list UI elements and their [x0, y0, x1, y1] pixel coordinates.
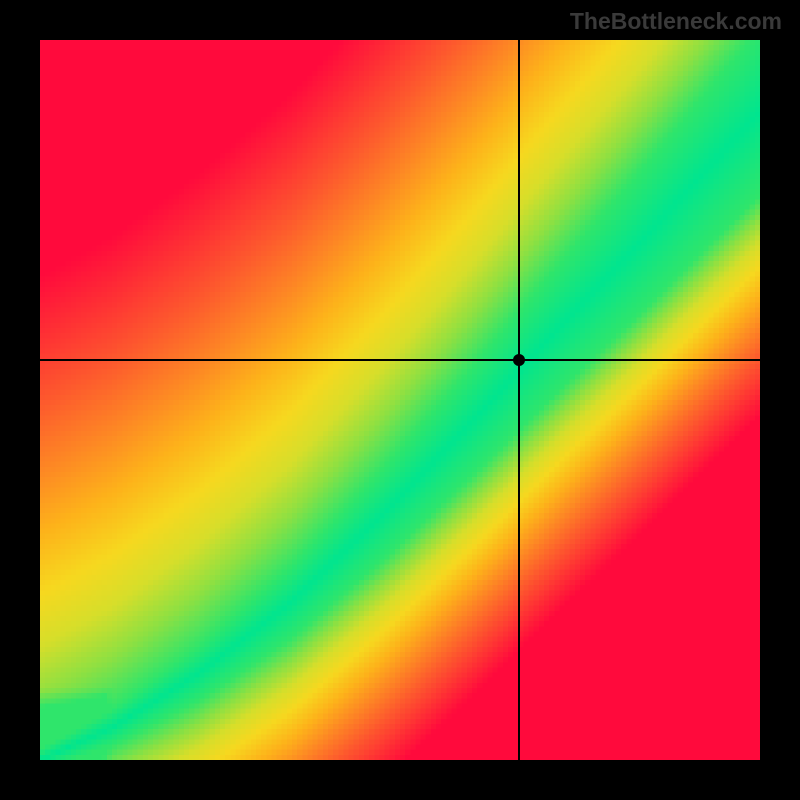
bottleneck-heatmap: [40, 40, 760, 760]
crosshair-marker-dot: [513, 354, 525, 366]
crosshair-vertical-line: [518, 40, 520, 760]
plot-area: [40, 40, 760, 760]
crosshair-horizontal-line: [40, 359, 760, 361]
watermark-text: TheBottleneck.com: [570, 8, 782, 35]
